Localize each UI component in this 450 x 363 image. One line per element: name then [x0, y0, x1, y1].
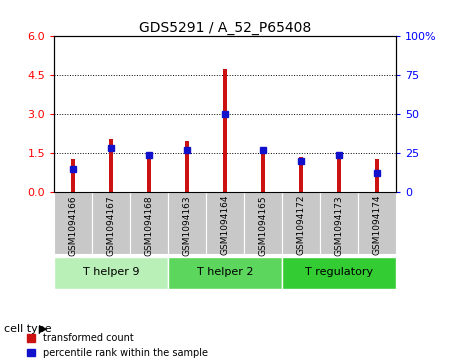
Text: GSM1094174: GSM1094174 — [373, 195, 382, 256]
Text: GSM1094168: GSM1094168 — [144, 195, 153, 256]
Bar — [282, 257, 396, 289]
Title: GDS5291 / A_52_P65408: GDS5291 / A_52_P65408 — [139, 21, 311, 35]
Text: GSM1094164: GSM1094164 — [220, 195, 230, 256]
Bar — [223, 69, 227, 192]
Bar — [130, 192, 168, 254]
Text: GSM1094173: GSM1094173 — [334, 195, 343, 256]
Bar — [337, 153, 341, 192]
Text: GSM1094163: GSM1094163 — [183, 195, 192, 256]
Text: GSM1094167: GSM1094167 — [107, 195, 116, 256]
Bar — [147, 152, 151, 192]
Text: cell type: cell type — [4, 323, 52, 334]
Bar — [261, 149, 265, 192]
Text: T regulatory: T regulatory — [305, 267, 373, 277]
Bar — [54, 192, 92, 254]
Text: T helper 2: T helper 2 — [197, 267, 253, 277]
Text: GSM1094172: GSM1094172 — [297, 195, 306, 256]
Bar — [375, 159, 379, 192]
Bar — [54, 257, 168, 289]
Bar — [244, 192, 282, 254]
Text: GSM1094166: GSM1094166 — [68, 195, 77, 256]
Bar — [358, 192, 396, 254]
Bar — [299, 157, 303, 192]
Bar — [206, 192, 244, 254]
Text: T helper 9: T helper 9 — [83, 267, 139, 277]
Bar — [109, 139, 113, 192]
Legend: transformed count, percentile rank within the sample: transformed count, percentile rank withi… — [27, 333, 208, 358]
Bar — [92, 192, 130, 254]
Bar — [282, 192, 320, 254]
Bar — [320, 192, 358, 254]
Bar — [184, 141, 189, 192]
Bar — [71, 159, 75, 192]
Bar — [168, 192, 206, 254]
Bar — [168, 257, 282, 289]
Text: ▶: ▶ — [39, 323, 47, 334]
Text: GSM1094165: GSM1094165 — [258, 195, 267, 256]
